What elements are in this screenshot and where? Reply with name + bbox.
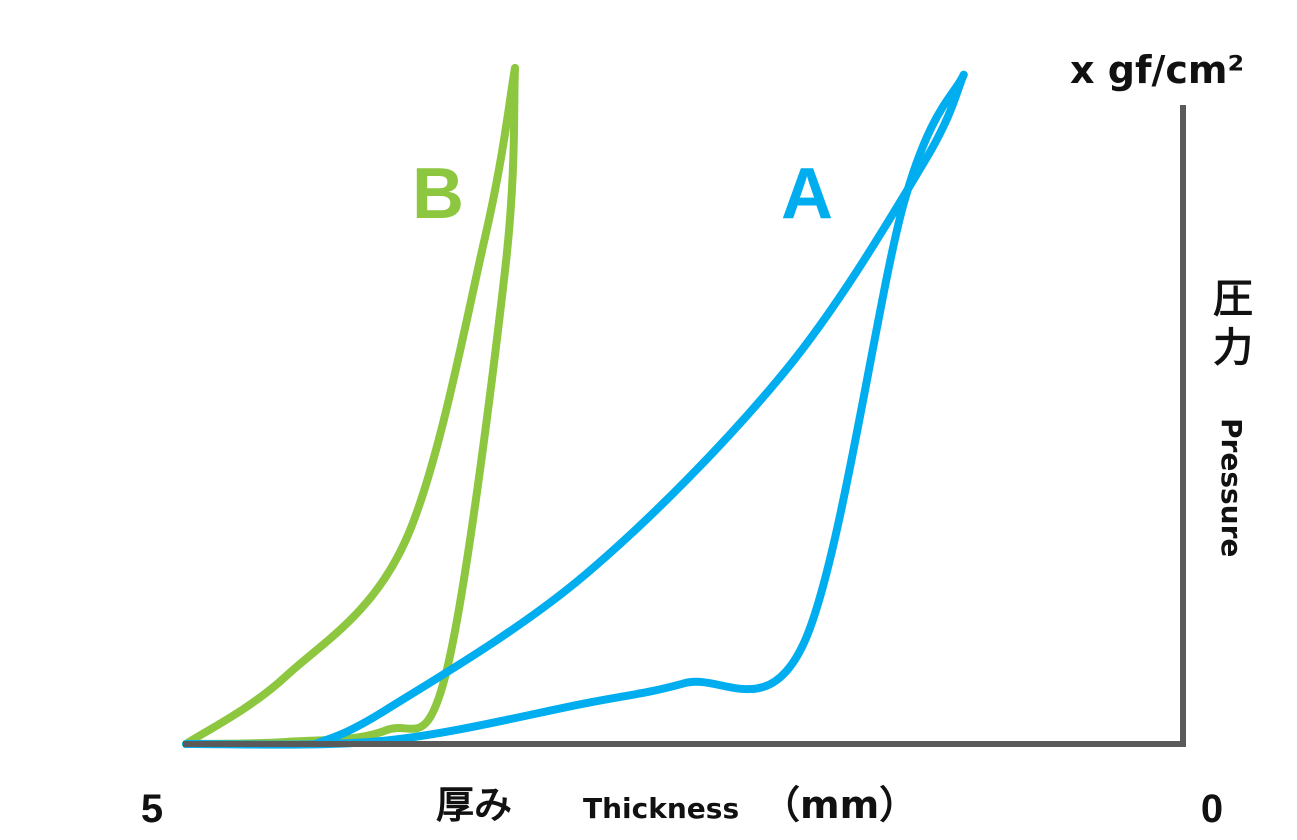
x-axis-label-ja: 厚み	[436, 783, 512, 827]
series-b	[182, 64, 519, 748]
y-axis-label-ja-char-2: 力	[1213, 325, 1253, 371]
y-axis-label-ja-char-1: 圧	[1213, 276, 1253, 322]
series-a-loading-curve	[182, 70, 968, 749]
series-a-unloading-curve	[311, 70, 968, 748]
x-axis-unit: （mm）	[762, 783, 917, 827]
x-axis-label-en: Thickness	[583, 792, 739, 825]
y-axis-unit: x gf/cm²	[1070, 48, 1244, 92]
y-axis-label-en: Pressure	[1215, 418, 1248, 557]
x-tick-label-5: 5	[141, 787, 163, 831]
series-a-label: A	[781, 154, 833, 234]
series-a	[182, 70, 968, 749]
x-tick-label-0: 0	[1201, 787, 1223, 831]
series-b-label: B	[412, 154, 464, 234]
series-b-loading-curve	[182, 64, 519, 748]
series-b-unloading-curve	[182, 64, 519, 748]
